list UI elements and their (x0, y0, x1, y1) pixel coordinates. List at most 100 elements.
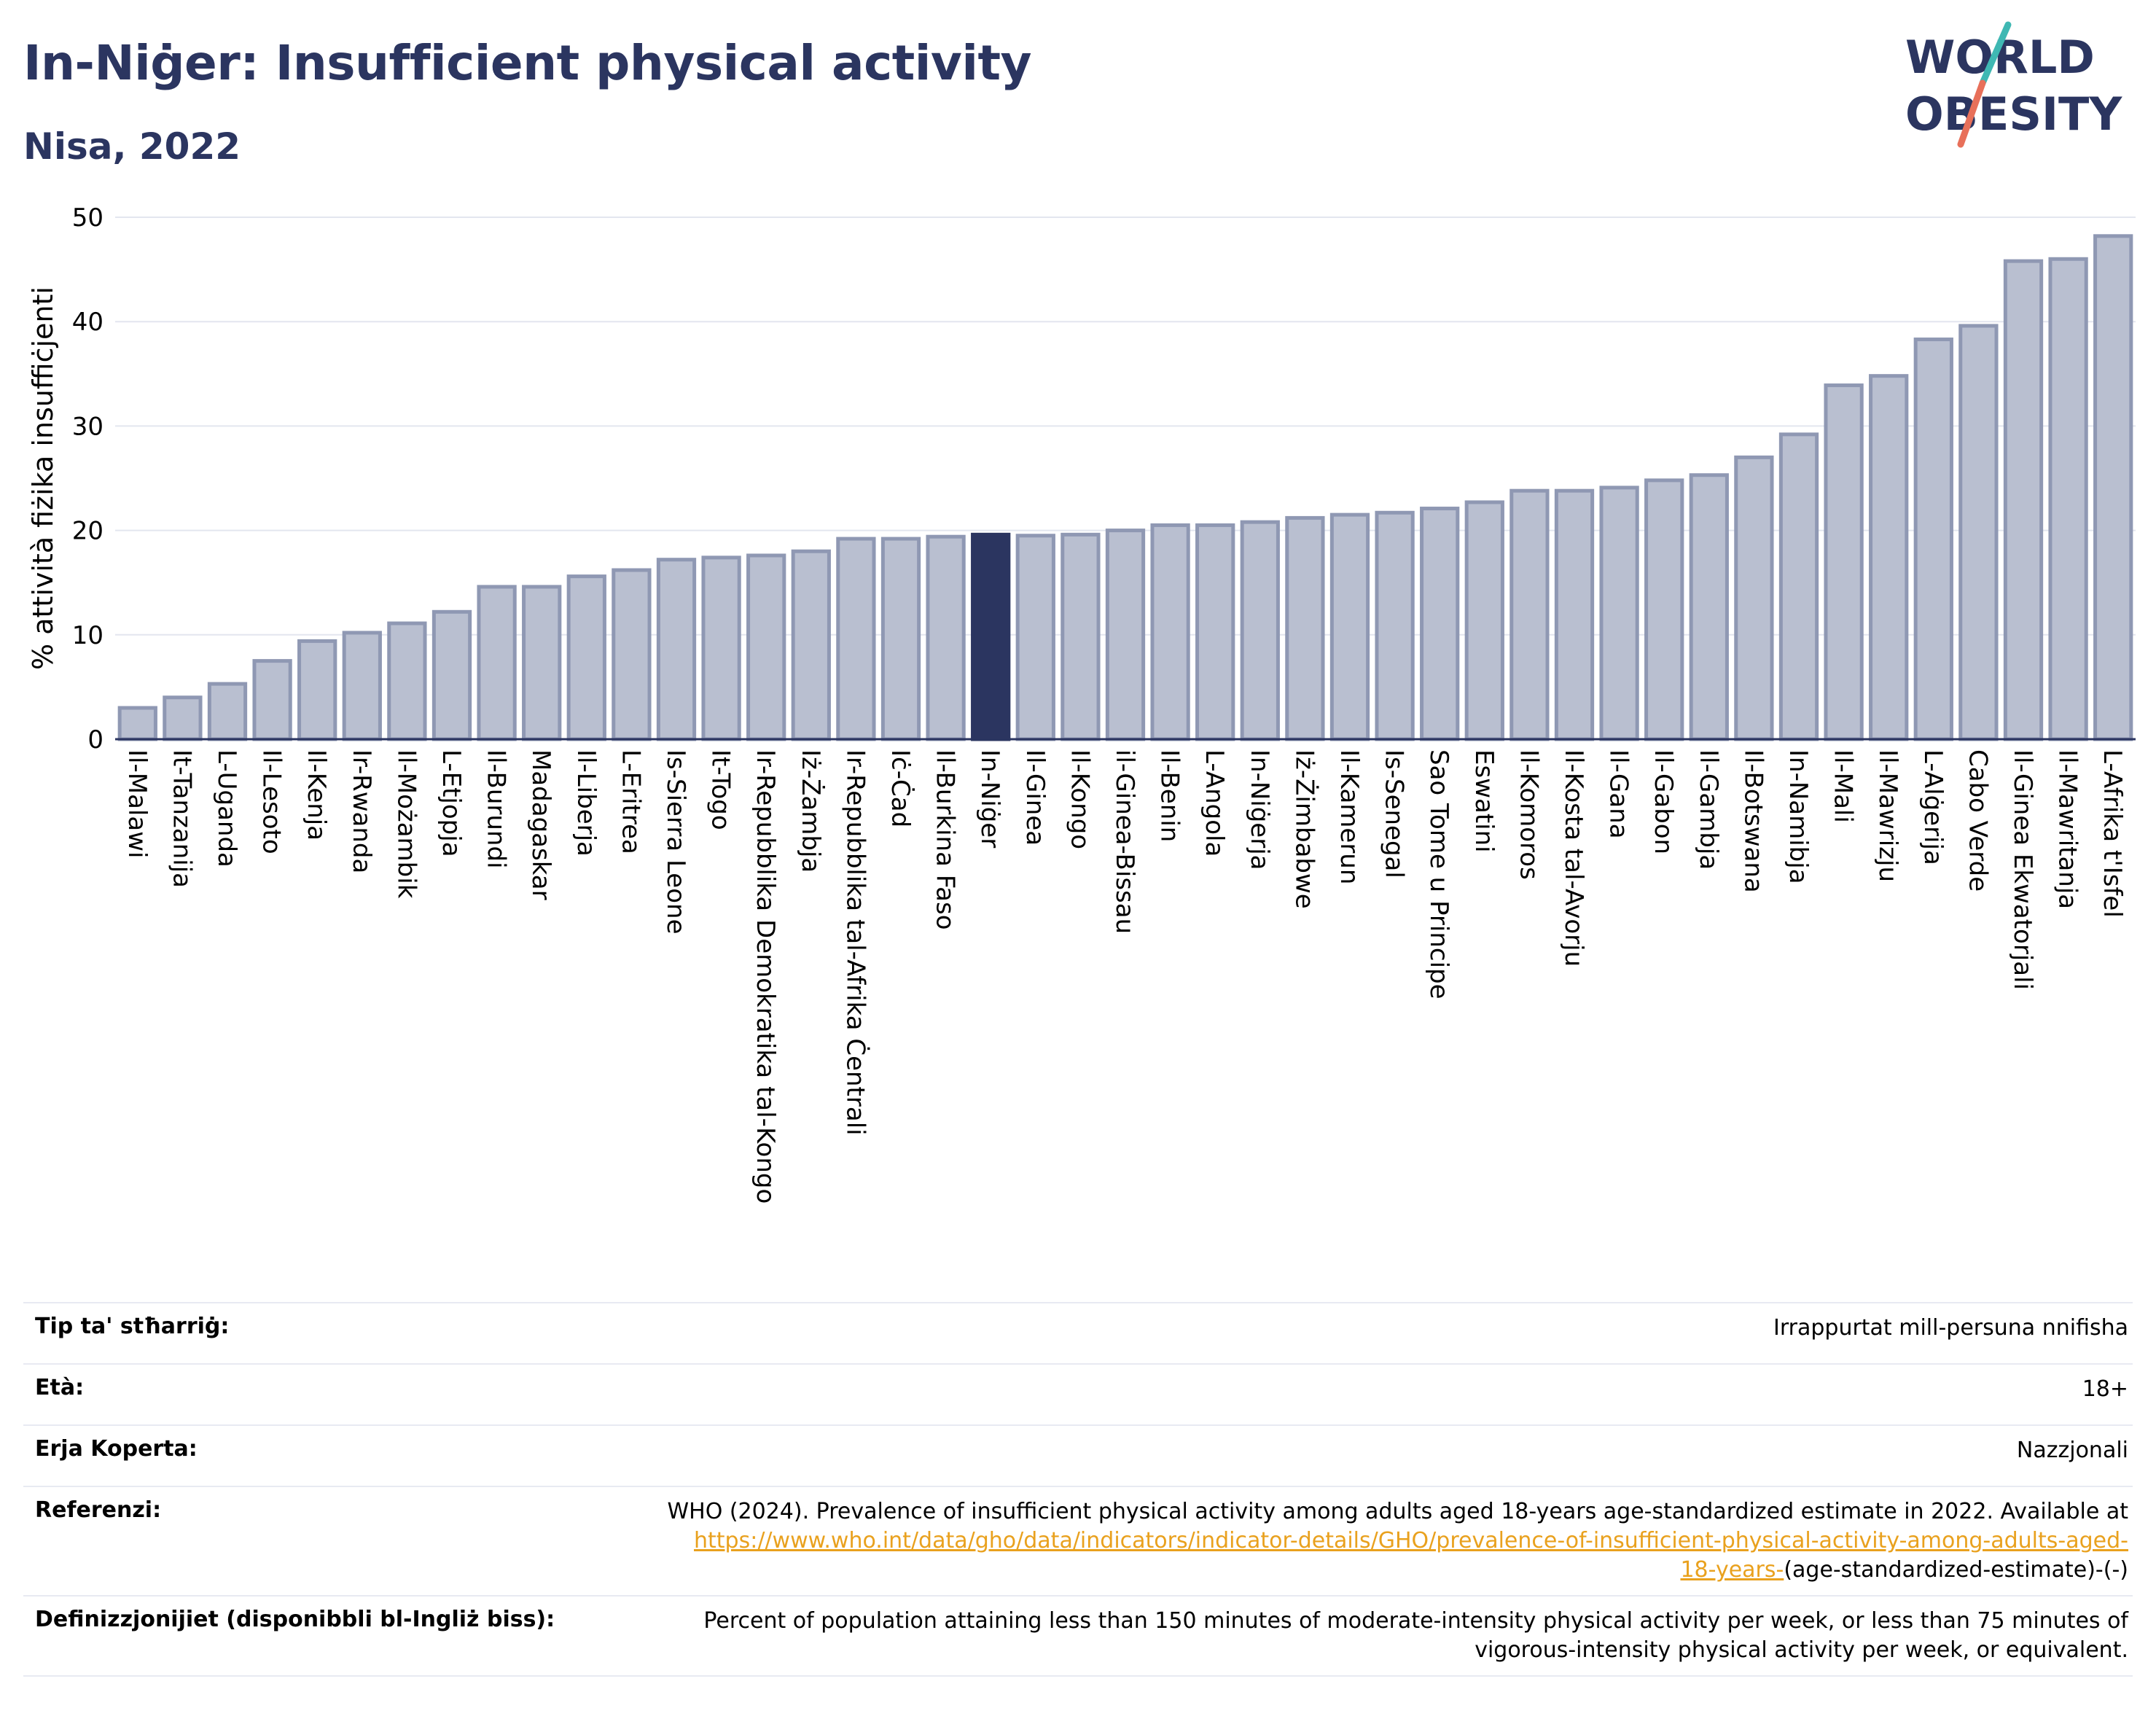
x-tick-label: Il-Gabon (1649, 749, 1678, 854)
bar (1150, 523, 1190, 741)
info-row-survey-type: Tip ta' stħarriġ: Irrappurtat mill-persu… (23, 1302, 2133, 1364)
info-row-references: Referenzi: WHO (2024). Prevalence of ins… (23, 1486, 2133, 1596)
reference-text: WHO (2024). Prevalence of insufficient p… (667, 1499, 2128, 1524)
x-tick-label: Il-Burundi (482, 749, 511, 869)
x-tick-label: Il-Komoros (1514, 749, 1543, 880)
x-tick-label: L-Afrika t'Isfel (2098, 749, 2127, 918)
info-value: Irrappurtat mill-persuna nnifisha (618, 1302, 2133, 1364)
x-tick-label: Madagaskar (526, 749, 555, 900)
x-tick-label: Is-Senegal (1380, 749, 1409, 878)
info-row-definitions: Definizzjonijiet (disponibbli bl-Ingliż … (23, 1595, 2133, 1677)
y-tick-label: 30 (72, 412, 103, 441)
x-tick-label: il-Ginea-Bissau (1110, 749, 1139, 934)
chart-subtitle: Nisa, 2022 (23, 125, 241, 168)
x-tick-label: Il-Kosta tal-Avorju (1559, 749, 1588, 967)
chart-title: In-Niġer: Insufficient physical activity (23, 35, 1032, 91)
bar (117, 706, 157, 741)
reference-link[interactable]: https://www.who.int/data/gho/data/indica… (694, 1528, 2128, 1553)
info-label: Tip ta' stħarriġ: (23, 1302, 618, 1364)
logo-slash-teal (1979, 21, 2012, 87)
x-tick-label: Il-Gana (1604, 749, 1633, 839)
reference-link-continued[interactable]: 18-years- (1680, 1557, 1784, 1583)
bar (1689, 473, 1729, 741)
x-tick-label: In-Namibja (1784, 749, 1813, 884)
bar (1958, 324, 1999, 741)
bar (252, 659, 292, 741)
bar (1554, 488, 1595, 741)
bar (1105, 529, 1146, 741)
y-tick-label: 40 (72, 308, 103, 337)
x-tick-label: In-Niġerja (1245, 749, 1274, 870)
bar (207, 682, 248, 741)
bar (342, 631, 382, 741)
bar (387, 621, 427, 741)
bar (926, 534, 966, 741)
logo-slash-coral (1957, 79, 1986, 148)
bar (1464, 500, 1504, 741)
y-axis-title: % attività fiżika insuffiċjenti (27, 286, 59, 670)
x-tick-label: Il-Ginea (1020, 749, 1050, 846)
bar (2093, 234, 2133, 741)
x-tick-label: Il-Mawritanja (2053, 749, 2082, 909)
x-tick-label: Il-Mawrizju (1873, 749, 1902, 882)
x-tick-label: Cabo Verde (1963, 749, 1992, 892)
bar (1869, 374, 1909, 741)
bar (880, 537, 921, 741)
reference-value: WHO (2024). Prevalence of insufficient p… (618, 1486, 2133, 1596)
bar (836, 537, 876, 741)
bar (1734, 455, 1774, 741)
bar (297, 639, 337, 741)
x-tick-label: Ir-Repubblika tal-Afrika Ċentrali (840, 749, 870, 1136)
x-tick-label: L-Angola (1200, 749, 1229, 857)
x-tick-label: Il-Kongo (1065, 749, 1094, 849)
bar (612, 568, 652, 741)
logo-line2: OBESITY (1905, 87, 2122, 141)
bar (1195, 523, 1235, 741)
x-tick-label: Il-Burkina Faso (931, 749, 960, 930)
x-tick-label: Sao Tome u Principe (1424, 749, 1453, 999)
bar (477, 585, 517, 741)
y-tick-label: 20 (72, 517, 103, 546)
x-tick-label: Iż-Żambja (796, 749, 825, 873)
x-tick-label: Il-Botswana (1738, 749, 1768, 893)
bar (522, 585, 562, 741)
info-table: Tip ta' stħarriġ: Irrappurtat mill-persu… (23, 1302, 2133, 1677)
bar (1420, 507, 1460, 741)
info-value: Nazzjonali (618, 1424, 2133, 1486)
x-tick-label: In-Niġer (975, 749, 1004, 848)
x-tick-label: Ir-Rwanda (347, 749, 376, 873)
bar (2003, 259, 2044, 741)
bar (1509, 488, 1550, 741)
info-row-age: Età: 18+ (23, 1363, 2133, 1425)
x-tick-label: L-Alġerija (1918, 749, 1948, 865)
info-label: Referenzi: (23, 1486, 618, 1596)
x-tick-label: L-Etjopja (437, 749, 466, 857)
bar (431, 609, 472, 741)
x-tick-label: Il-Możambik (391, 749, 421, 899)
x-tick-label: It-Tanzanija (167, 749, 196, 888)
bar (1240, 520, 1280, 741)
x-tick-label: Is-Sierra Leone (661, 749, 690, 935)
bar (566, 574, 606, 741)
bar (1824, 383, 1864, 741)
x-tick-label: Il-Kamerun (1335, 749, 1364, 884)
bar (2048, 257, 2088, 741)
bar (1061, 532, 1101, 741)
bar (746, 553, 786, 741)
bar (163, 695, 203, 741)
info-label: Definizzjonijiet (disponibbli bl-Ingliż … (23, 1595, 618, 1677)
x-tick-label: Ir-Repubblika Demokratika tal-Kongo (751, 749, 780, 1204)
x-tick-label: Eswatini (1469, 749, 1499, 853)
world-obesity-logo: WORLD OBESITY (1905, 21, 2122, 148)
bar (1644, 478, 1684, 741)
x-tick-label: Il-Lesoto (257, 749, 286, 854)
x-tick-label: Il-Benin (1155, 749, 1184, 842)
info-label: Erja Koperta: (23, 1424, 618, 1486)
info-value: 18+ (618, 1363, 2133, 1425)
x-tick-label: Il-Liberja (571, 749, 601, 857)
definition-line: vigorous-intensity physical activity per… (1475, 1637, 2128, 1663)
bar (1778, 432, 1819, 741)
bar (1913, 338, 1953, 741)
info-row-area: Erja Koperta: Nazzjonali (23, 1424, 2133, 1486)
y-tick-label: 50 (72, 203, 103, 233)
